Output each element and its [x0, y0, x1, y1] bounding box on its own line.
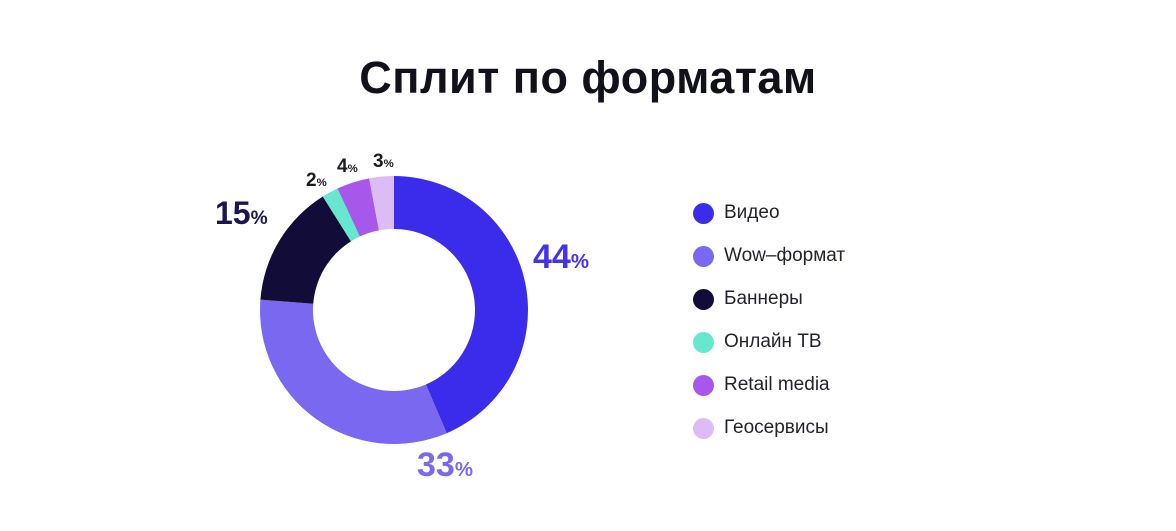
legend-dot-icon	[693, 202, 714, 224]
legend-label: Retail media	[724, 374, 830, 395]
segment-label-online-tv: 2%	[306, 171, 327, 190]
segment-value: 2	[306, 170, 317, 191]
percent-sign: %	[347, 163, 358, 175]
percent-sign: %	[250, 208, 268, 229]
legend-label: Баннеры	[724, 288, 803, 309]
segment-value: 33	[417, 446, 455, 484]
legend-item-geoservices: Геосервисы	[693, 417, 845, 439]
donut-segment	[369, 176, 394, 231]
legend-dot-icon	[693, 288, 714, 310]
legend-dot-icon	[693, 417, 714, 439]
percent-sign: %	[383, 158, 394, 170]
legend-dot-icon	[693, 374, 714, 396]
donut-segment	[322, 188, 360, 242]
percent-sign: %	[454, 459, 473, 481]
donut-chart: 44% 33% 15% 2% 4% 3%	[215, 152, 589, 482]
legend-label: Онлайн ТВ	[724, 331, 822, 352]
legend-label: Wow–формат	[724, 245, 846, 266]
segment-label-retail-media: 4%	[337, 157, 358, 176]
donut-segment	[337, 178, 379, 237]
segment-value: 4	[337, 156, 348, 177]
segment-label-banners: 15%	[215, 197, 268, 229]
legend-item-retail-media: Retail media	[693, 374, 845, 396]
legend-item-banners: Баннеры	[693, 288, 845, 310]
percent-sign: %	[316, 177, 327, 189]
legend: Видео Wow–формат Баннеры Онлайн ТВ Retai…	[693, 202, 845, 439]
chart-title: Сплит по форматам	[359, 52, 817, 103]
segment-value: 44	[533, 238, 571, 276]
legend-dot-icon	[693, 245, 714, 267]
legend-item-video: Видео	[693, 202, 845, 224]
segment-label-geoservices: 3%	[373, 152, 394, 171]
segment-value: 3	[373, 151, 384, 172]
legend-item-wow-format: Wow–формат	[693, 245, 845, 267]
legend-dot-icon	[693, 331, 714, 353]
segment-label-video: 44%	[533, 240, 589, 274]
donut-segment	[259, 299, 447, 444]
segment-value: 15	[215, 195, 251, 231]
donut-segment	[394, 176, 528, 434]
donut-ring	[259, 176, 528, 444]
percent-sign: %	[570, 251, 589, 273]
legend-label: Видео	[724, 202, 780, 223]
legend-label: Геосервисы	[724, 417, 829, 438]
legend-item-online-tv: Онлайн ТВ	[693, 331, 845, 353]
donut-segment	[260, 196, 351, 304]
segment-label-wow-format: 33%	[417, 448, 473, 482]
